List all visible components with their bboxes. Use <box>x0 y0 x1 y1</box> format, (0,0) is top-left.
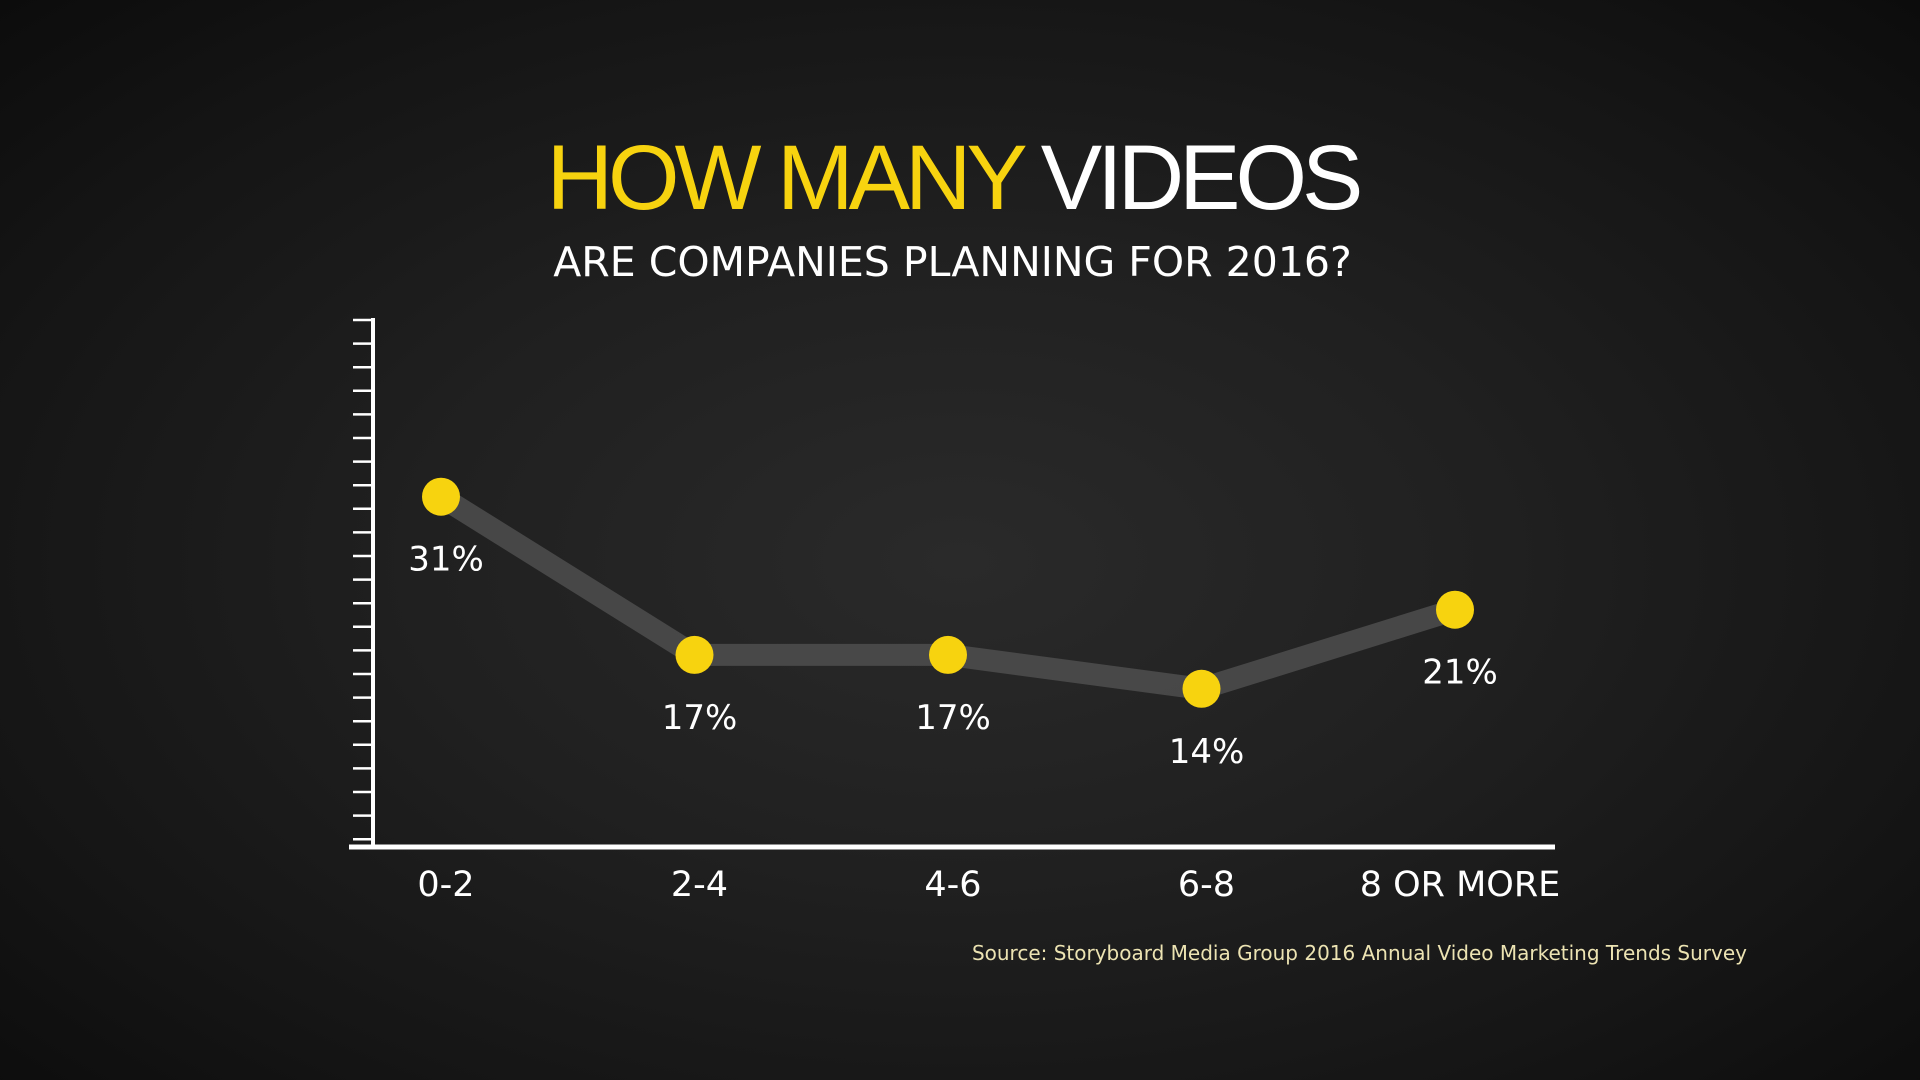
data-point <box>675 635 714 674</box>
source-note: Source: Storyboard Media Group 2016 Annu… <box>971 941 1747 965</box>
data-label: 17% <box>662 698 738 738</box>
category-label: 2-4 <box>671 865 728 905</box>
category-label: 6-8 <box>1178 865 1235 905</box>
chart-title: HOW MANY VIDEOS <box>0 132 1905 224</box>
y-axis <box>353 318 375 847</box>
category-labels-group: 0-2 2-4 4-6 6-8 8 OR MORE <box>417 865 1560 905</box>
category-label: 4-6 <box>924 865 981 905</box>
data-point <box>1182 669 1221 708</box>
data-label: 17% <box>915 698 991 738</box>
data-label: 14% <box>1169 732 1245 772</box>
category-label: 8 OR MORE <box>1360 865 1561 905</box>
title-main-text: VIDEOS <box>1040 127 1364 229</box>
data-point <box>422 477 460 516</box>
title-accent-text: HOW MANY <box>546 127 1028 229</box>
data-labels-group: 31% 17% 17% 14% 21% <box>408 540 1498 772</box>
category-label: 0-2 <box>417 865 474 905</box>
data-point <box>929 635 967 674</box>
data-label: 21% <box>1422 653 1498 693</box>
chart-subtitle: ARE COMPANIES PLANNING FOR 2016? <box>553 238 1352 286</box>
data-points-group <box>422 477 1474 708</box>
data-label: 31% <box>408 540 484 580</box>
data-point <box>1436 590 1474 629</box>
